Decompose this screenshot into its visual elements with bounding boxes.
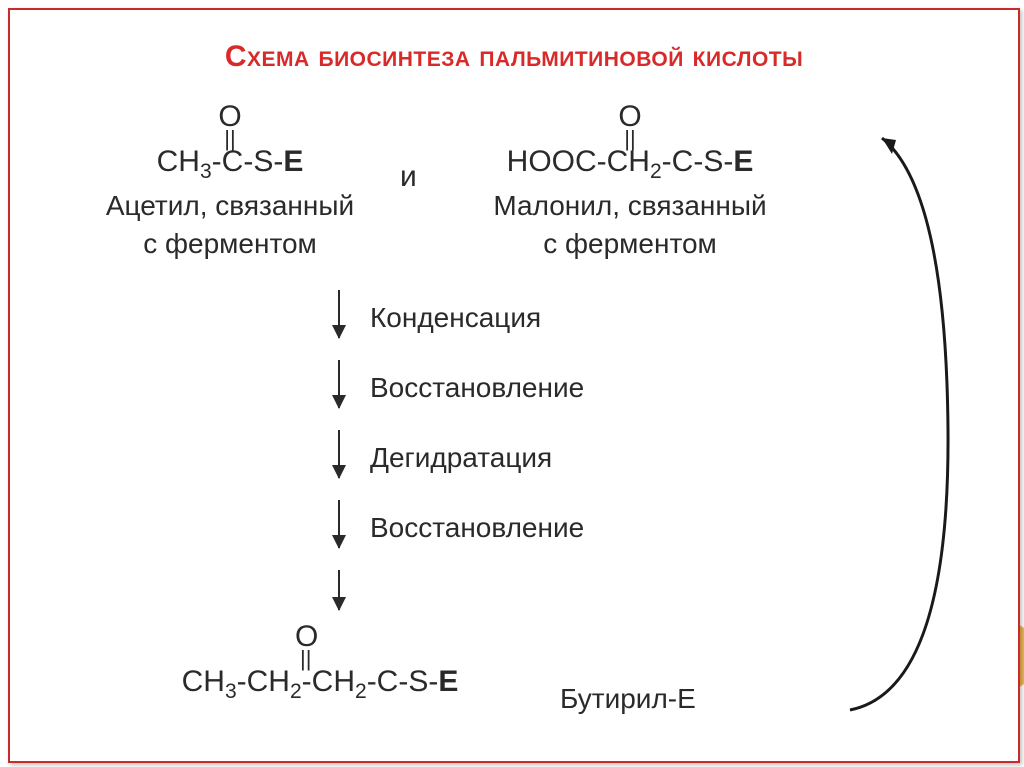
arrow-step-1 — [338, 290, 340, 338]
arrow-step-4 — [338, 500, 340, 548]
formula-malonyl: HOOC-CH2-C-S-E — [450, 145, 810, 184]
molecule-malonyl: O || HOOC-CH2-C-S-E Малонил, связанный с… — [450, 100, 810, 260]
product-label: Бутирил-Е — [560, 683, 696, 715]
step-label-4: Восстановление — [370, 512, 584, 544]
slide-title: Схема биосинтеза пальмитиновой кислоты — [10, 40, 1018, 74]
return-arrow-icon — [830, 110, 970, 730]
label-acetyl-2: с ферментом — [85, 228, 375, 260]
diagram-area: O || CH3-C-S-E Ацетил, связанный с ферме… — [70, 100, 970, 740]
accent-circle — [968, 621, 1024, 691]
formula-butyryl: CH3-CH2-CH2-C-S-E — [100, 665, 540, 704]
double-bond: || — [85, 133, 375, 145]
connector-and: и — [400, 160, 417, 194]
step-label-2: Восстановление — [370, 372, 584, 404]
arrow-step-3 — [338, 430, 340, 478]
step-label-1: Конденсация — [370, 302, 541, 334]
arrow-to-product — [338, 570, 340, 610]
slide-frame: Схема биосинтеза пальмитиновой кислоты O… — [8, 8, 1020, 763]
label-acetyl-1: Ацетил, связанный — [85, 190, 375, 222]
label-malonyl-1: Малонил, связанный — [450, 190, 810, 222]
label-malonyl-2: с ферментом — [450, 228, 810, 260]
molecule-acetyl: O || CH3-C-S-E Ацетил, связанный с ферме… — [85, 100, 375, 260]
formula-acetyl: CH3-C-S-E — [85, 145, 375, 184]
step-label-3: Дегидратация — [370, 442, 552, 474]
molecule-butyryl: O || CH3-CH2-CH2-C-S-E — [100, 620, 540, 704]
arrow-step-2 — [338, 360, 340, 408]
double-bond: || — [450, 133, 810, 145]
